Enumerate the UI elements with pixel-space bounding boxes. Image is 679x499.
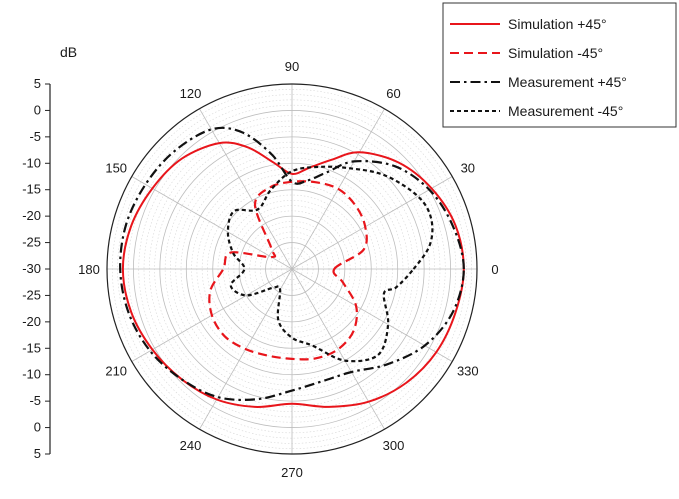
radial-tick-label: 0	[34, 102, 41, 117]
legend-label-2: Simulation -45°	[508, 45, 603, 61]
legend-label-4: Measurement -45°	[508, 103, 623, 119]
outer-ring	[106, 83, 478, 455]
series-lines	[119, 126, 465, 408]
legend-label-3: Measurement +45°	[508, 74, 627, 90]
legend-label-1: Simulation +45°	[508, 16, 607, 32]
angle-label-300: 300	[383, 438, 405, 453]
radial-tick-label: -20	[22, 314, 41, 329]
grid-spoke	[291, 176, 453, 270]
angle-label-240: 240	[180, 438, 202, 453]
radial-tick-label: -20	[22, 208, 41, 223]
angle-label-210: 210	[105, 364, 127, 379]
radial-tick-label: 5	[34, 446, 41, 461]
series-line-2	[208, 180, 368, 361]
radial-tick-label: -5	[29, 393, 41, 408]
angle-label-90: 90	[285, 59, 299, 74]
polar-grid	[106, 83, 478, 455]
angle-label-180: 180	[78, 262, 100, 277]
radial-tick-label: -10	[22, 155, 41, 170]
angle-label-330: 330	[457, 364, 479, 379]
radial-tick-label: -15	[22, 182, 41, 197]
grid-spoke	[199, 108, 293, 270]
radial-tick-label: -10	[22, 367, 41, 382]
radial-unit-label: dB	[60, 44, 77, 60]
angular-tick-labels: 0 30 60 90 120 150 180 210 240 270 300 330	[78, 59, 498, 480]
radial-tick-label: -25	[22, 287, 41, 302]
angle-label-150: 150	[105, 161, 127, 176]
legend: Simulation +45° Simulation -45° Measuremen…	[442, 2, 677, 128]
radial-tick-label: -30	[22, 261, 41, 276]
series-line-3	[119, 126, 465, 402]
grid-spoke	[131, 176, 293, 270]
angle-label-120: 120	[180, 86, 202, 101]
angle-label-0: 0	[491, 262, 498, 277]
radial-tick-label: -25	[22, 235, 41, 250]
radial-tick-label: 0	[34, 420, 41, 435]
radial-tick-label: -5	[29, 129, 41, 144]
angle-label-60: 60	[386, 86, 400, 101]
angle-label-270: 270	[281, 465, 303, 480]
angle-label-30: 30	[461, 161, 475, 176]
radial-tick-label: 5	[34, 76, 41, 91]
radial-axis: dB 5 0 -5 -10 -15 -20 -25 -30 -25 -20 -15 -10 -5 0 5	[22, 44, 77, 461]
radial-tick-label: -15	[22, 340, 41, 355]
series-line-1	[121, 141, 465, 408]
